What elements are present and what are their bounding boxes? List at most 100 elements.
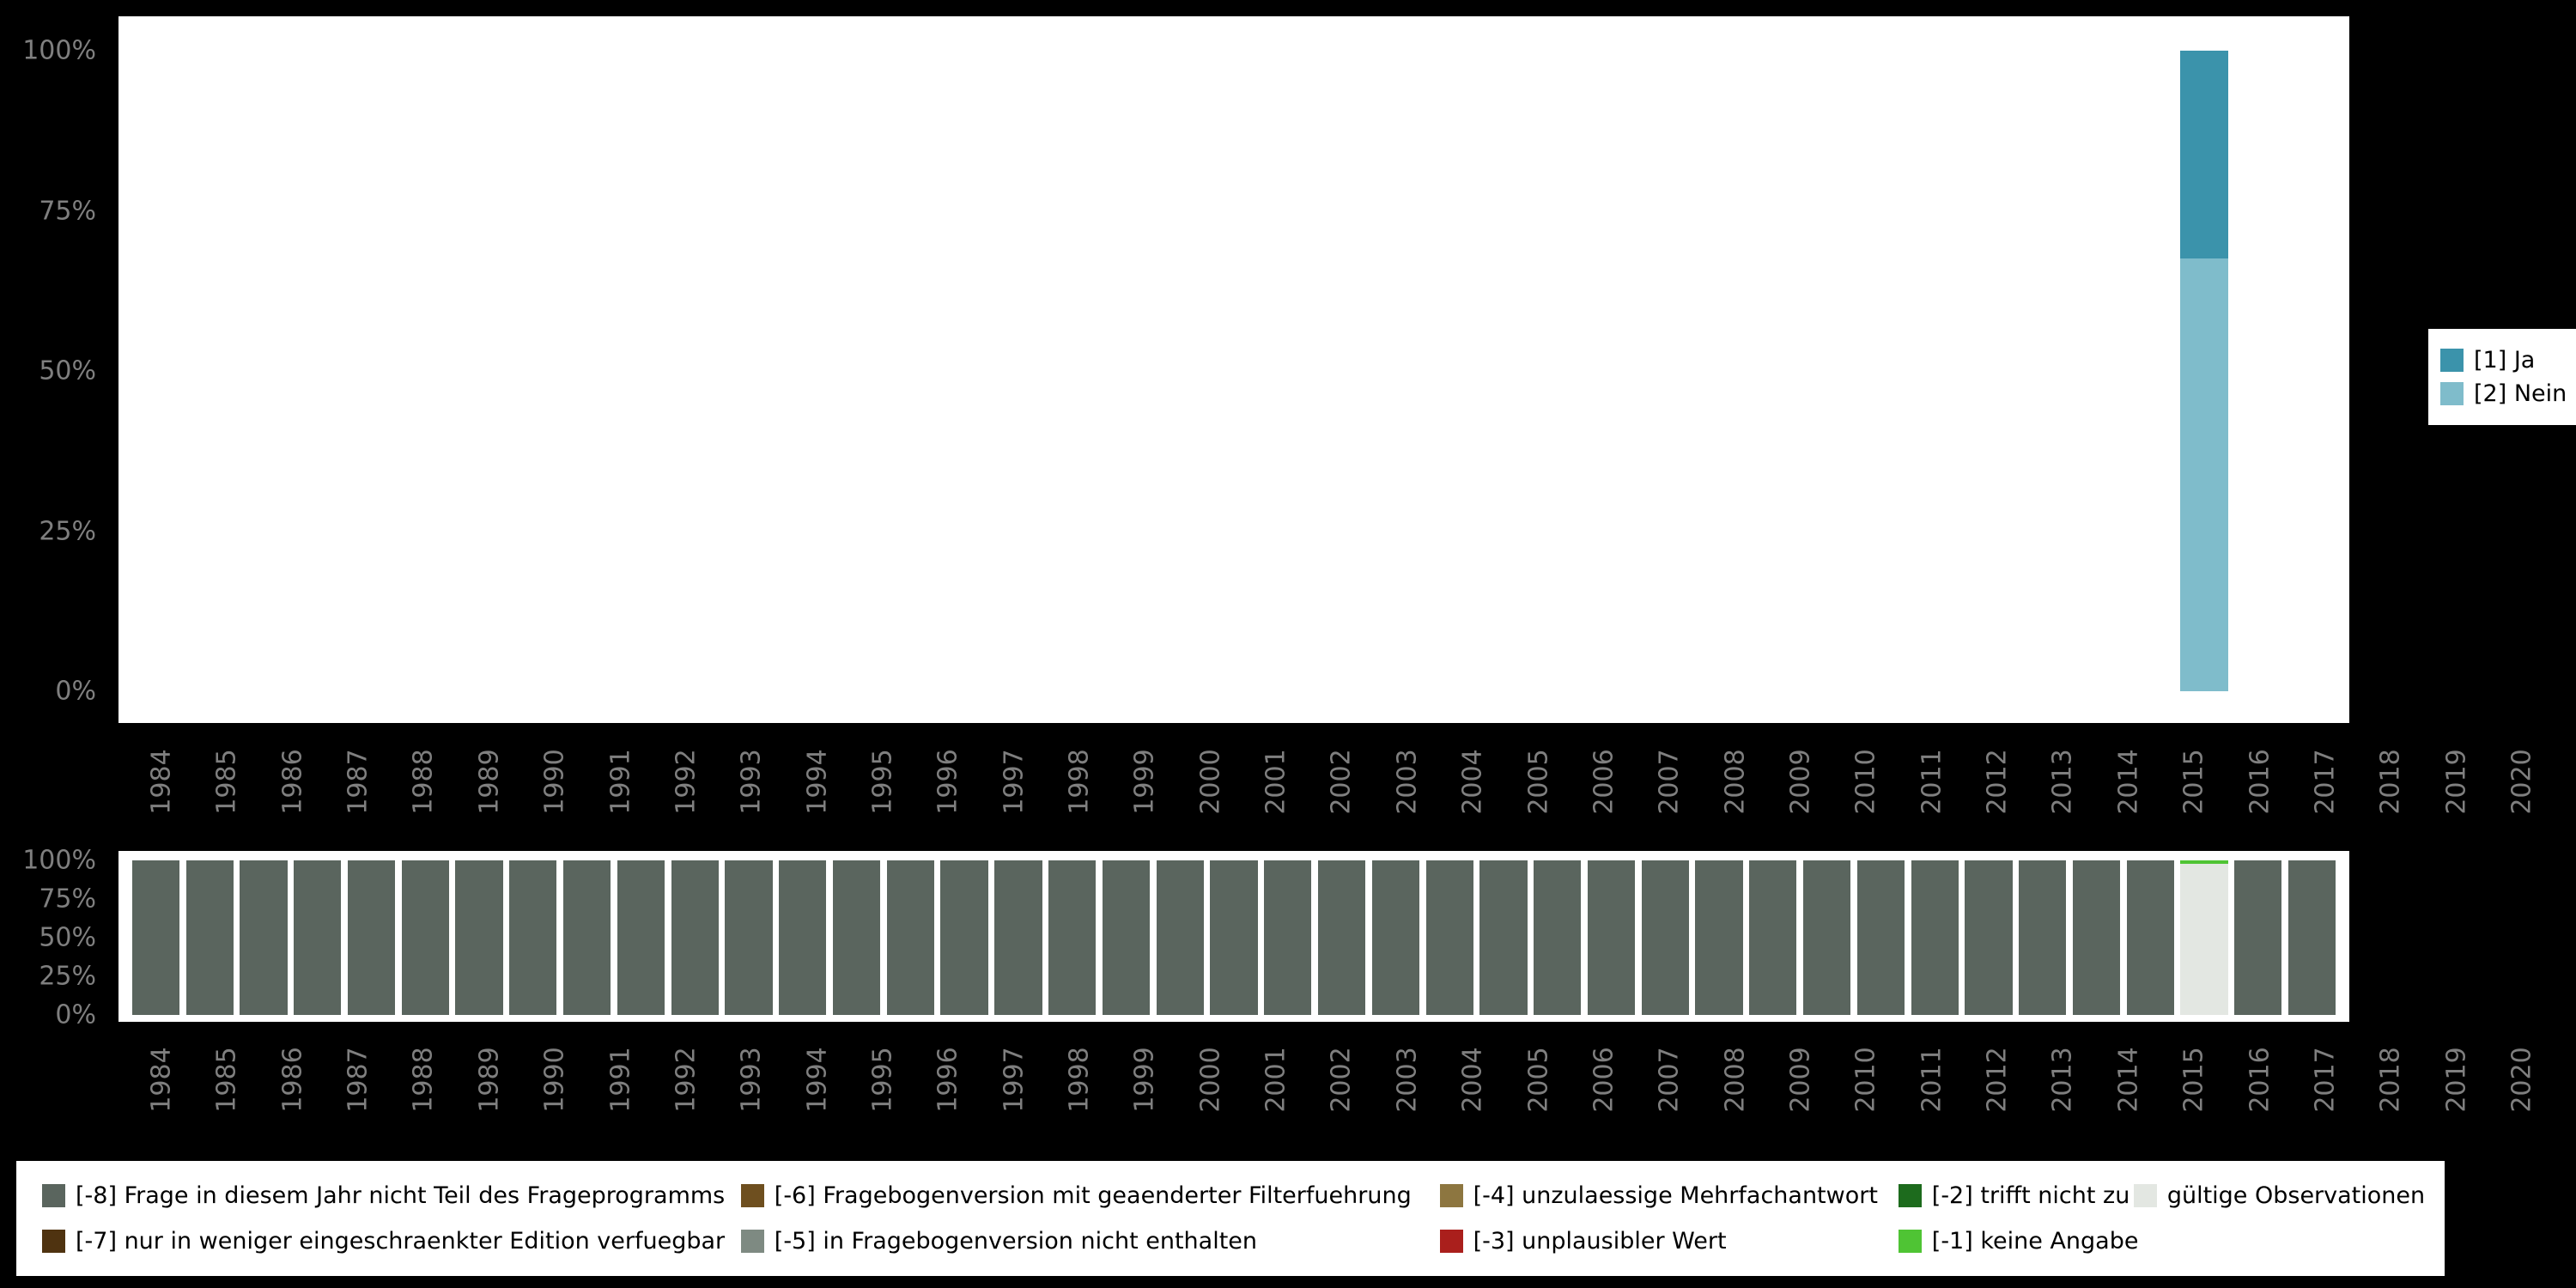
legend-label: [-2] trifft nicht zu [1931,1182,2130,1209]
bar-slot-1993 [614,860,668,1015]
bar-slot-2001 [1045,860,1099,1015]
x-axis-tick-label: 2008 [1720,1046,1751,1113]
bar-segment [886,860,934,1015]
bar-slot-1994 [668,51,722,691]
x-axis-tick: 1997 [981,1029,1047,1130]
bar-slot-1991 [506,860,560,1015]
bar-slot-2002 [1099,51,1153,691]
bar-slot-1995 [722,51,776,691]
x-axis-tick: 1988 [391,731,456,832]
bar-segment [1264,860,1312,1015]
bar-segment [1156,860,1204,1015]
x-axis-tick-label: 2016 [2245,1046,2275,1113]
bar-segment [185,860,234,1015]
x-axis-tick: 2004 [1440,1029,1505,1130]
x-axis-tick: 2003 [1375,731,1440,832]
x-axis-tick: 1986 [260,731,325,832]
x-axis-tick: 2005 [1506,1029,1571,1130]
x-axis-tick: 2006 [1571,731,1637,832]
x-axis-tick-label: 1989 [474,748,505,815]
x-axis-tick-label: 1993 [736,1046,767,1113]
bar-slot-1985 [183,860,237,1015]
bar-slot-2010 [1530,51,1584,691]
x-axis-tick: 1998 [1047,1029,1112,1130]
bar-segment [1965,860,2013,1015]
bar-segment [1534,860,1582,1015]
x-axis-tick: 2012 [1965,731,2030,832]
bar-slot-2016 [1854,51,1908,691]
x-axis-tick-label: 2001 [1261,748,1291,815]
bar-segment [1911,860,1959,1015]
x-axis-tick: 2006 [1571,1029,1637,1130]
x-axis-tick-label: 2013 [2048,748,2079,815]
bar-segment [1371,860,1419,1015]
bar-slot-2008 [1423,51,1477,691]
x-axis-tick-label: 2020 [2506,1046,2537,1113]
x-axis-tick-label: 2005 [1523,1046,1554,1113]
x-axis-tick: 2010 [1833,731,1899,832]
bar-segment [2180,258,2228,691]
missings-legend: [-8] Frage in diesem Jahr nicht Teil des… [16,1161,2445,1276]
bar-slot-2024 [2285,51,2339,691]
bar-slot-2014 [1746,51,1800,691]
bar-segment [940,860,988,1015]
x-axis-tick: 2011 [1899,731,1965,832]
x-axis-tick: 2014 [2096,731,2161,832]
bar-slot-1989 [398,51,453,691]
legend-swatch [2440,382,2464,405]
x-axis-tick-label: 1996 [933,748,963,815]
x-axis-tick-label: 1988 [409,748,440,815]
bar-segment [2288,860,2336,1015]
x-axis-tick: 2001 [1243,1029,1309,1130]
x-axis-tick-label: 2010 [1851,748,1882,815]
bar-slot-2023 [2231,51,2285,691]
bar-slot-1988 [344,51,398,691]
x-axis-tick-label: 1997 [999,1046,1030,1113]
x-axis-tick: 1994 [785,1029,850,1130]
legend-swatch [740,1184,764,1207]
x-axis-tick: 1994 [785,731,850,832]
bar-slot-1995 [722,860,776,1015]
legend-item: gültige Observationen [2133,1182,2425,1209]
x-axis-tick-label: 1993 [736,748,767,815]
bar-segment [671,860,719,1015]
bar-slot-2019 [2015,51,2069,691]
legend-swatch [740,1230,764,1253]
legend-swatch [2133,1184,2157,1207]
legend-item: [-4] unzulaessige Mehrfachantwort [1439,1182,1899,1209]
x-axis-tick-label: 1998 [1064,748,1095,815]
x-axis-tick-label: 1995 [867,748,898,815]
legend-label: [-5] in Fragebogenversion nicht enthalte… [774,1228,1258,1255]
x-axis-tick: 2013 [2030,1029,2095,1130]
bar-slot-2002 [1099,860,1153,1015]
legend-item: [-7] nur in weniger eingeschraenkter Edi… [42,1228,741,1255]
bar-slot-2009 [1477,51,1531,691]
x-axis-tick: 1984 [129,731,194,832]
x-axis-tick-label: 2012 [1982,748,2013,815]
x-axis-tick: 1991 [588,1029,653,1130]
x-axis-tick-label: 2003 [1392,1046,1423,1113]
x-axis-tick-label: 2002 [1327,1046,1358,1113]
x-axis-tick: 2021 [2555,731,2576,832]
x-axis-tick-label: 1987 [343,748,374,815]
bar-slot-1991 [506,51,560,691]
x-axis-tick-label: 2012 [1982,1046,2013,1113]
x-axis-tick: 1992 [653,1029,719,1130]
bar-slot-2021 [2123,51,2178,691]
legend-swatch [42,1230,65,1253]
x-axis-tick: 2020 [2489,731,2555,832]
bar-slot-1984 [129,51,183,691]
x-axis-tick-label: 2011 [1917,748,1947,815]
bar-slot-2013 [1692,51,1747,691]
bar-slot-2020 [2069,860,2123,1015]
bar-segment [779,860,827,1015]
bar-segment [1317,860,1366,1015]
x-axis-tick-label: 2008 [1720,748,1751,815]
legend-item: [1] Ja [2440,347,2576,374]
x-axis-tick: 2019 [2424,731,2489,832]
bar-segment [2234,860,2282,1015]
bar-slot-2018 [1962,860,2016,1015]
x-axis-tick-label: 1992 [671,1046,702,1113]
bar-slot-2018 [1962,51,2016,691]
legend-item: [-1] keine Angabe [1898,1228,2138,1255]
